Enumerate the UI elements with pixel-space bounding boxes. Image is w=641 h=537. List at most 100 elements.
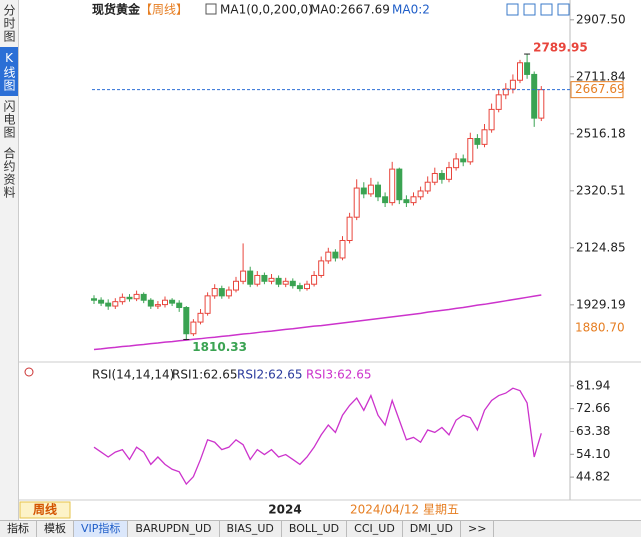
rsi-legend: RSI1:62.65 (172, 368, 238, 382)
period: 【周线】 (140, 3, 188, 17)
side-tab[interactable]: 分时图 (2, 4, 16, 43)
tab[interactable]: >> (461, 521, 495, 537)
ma-line (93, 294, 542, 351)
candle-body (296, 285, 303, 290)
candle-body (410, 196, 417, 204)
rsi-line (93, 387, 542, 486)
candle-body (339, 239, 346, 259)
tab[interactable]: BIAS_UD (220, 521, 282, 537)
tab-bar: 指标 模板 VIP指标 BARUPDN_UD BIAS_UD BOLL_UD CCI_UD D… (0, 520, 641, 537)
year-label: 2024 (268, 503, 301, 517)
candle-body (538, 89, 545, 119)
candle-body (112, 301, 119, 307)
toolbar[interactable] (506, 3, 570, 16)
candle-body (325, 251, 332, 262)
low-label: 1810.33 (192, 340, 247, 354)
candle-body (268, 277, 275, 282)
candle-body (282, 280, 289, 285)
candle-body (105, 302, 112, 307)
candle-body (119, 296, 126, 303)
y-tick-label: 54.10 (576, 447, 610, 461)
y-tick-label: 63.38 (576, 424, 610, 438)
tool-icon[interactable] (506, 3, 519, 16)
ma-icon (205, 3, 217, 15)
high-label: 2789.95 (533, 41, 588, 55)
candle-body (275, 277, 282, 285)
candle-body (304, 283, 310, 290)
tab[interactable]: 指标 (0, 521, 37, 537)
candle-body (169, 299, 176, 304)
candle-body (367, 184, 374, 195)
rsi-legend: RSI3:62.65 (306, 368, 372, 382)
rsi-icon (24, 367, 34, 377)
candle-body (261, 274, 268, 282)
tab[interactable]: VIP指标 (74, 521, 129, 537)
y-tick-label: 2711.84 (576, 69, 626, 83)
candle-body (353, 187, 360, 218)
candle-body (389, 168, 396, 204)
side-tab[interactable]: 闪电图 (2, 100, 16, 139)
side-tab[interactable]: K线图 (0, 47, 18, 96)
y-tick-label: 44.82 (576, 470, 610, 484)
candle-body (509, 79, 516, 90)
candle-body (481, 129, 488, 145)
candle-body (311, 274, 318, 285)
tab[interactable]: BOLL_UD (282, 521, 348, 537)
tool-icon[interactable] (540, 3, 553, 16)
tab[interactable]: DMI_UD (403, 521, 462, 537)
candle-body (211, 288, 218, 297)
candle-body (517, 62, 523, 81)
last-price-label: 2667.69 (575, 82, 625, 96)
tool-icon[interactable] (523, 3, 536, 16)
candle-body (502, 88, 509, 96)
candle-body (382, 196, 389, 204)
candle-body (431, 172, 438, 183)
period-tag[interactable]: 周线 (33, 502, 57, 517)
candle-body (176, 302, 183, 309)
candle-body (403, 199, 410, 204)
candle-body (154, 304, 161, 307)
candle-body (91, 298, 97, 301)
cursor-date: 2024/04/12 星期五 (350, 503, 459, 517)
candle-body (225, 289, 232, 297)
ma-value: MA0:2667.69 (310, 3, 390, 17)
tool-icon[interactable] (557, 3, 570, 16)
candle-body (453, 158, 460, 169)
candle-body (183, 307, 190, 335)
candle-body (240, 270, 247, 282)
candle-body (460, 158, 467, 163)
last-price-box (570, 81, 624, 99)
tab[interactable]: BARUPDN_UD (128, 521, 220, 537)
candle-body (424, 181, 431, 192)
period-tag-box[interactable] (19, 501, 71, 519)
candle-body (218, 288, 225, 297)
candle-body (289, 280, 296, 287)
candle-body (524, 62, 531, 75)
rsi-legend: RSI2:62.65 (237, 368, 303, 382)
y-tick-label: 2907.50 (576, 12, 626, 26)
candle-body (133, 293, 140, 300)
tab[interactable]: 模板 (37, 521, 74, 537)
ma-extra: MA0:2 (392, 3, 430, 17)
symbol: 现货黄金 (92, 2, 141, 17)
candle-body (531, 73, 538, 119)
candle-body (98, 299, 105, 304)
candle-body (467, 138, 474, 163)
candle-body (474, 138, 481, 145)
chart: 现货黄金 【周线】 MA1(0,0,200,0) MA0:2667.69 MA0… (18, 0, 641, 519)
candle-body (438, 172, 445, 180)
candle-body (197, 312, 204, 323)
rsi-title: RSI(14,14,14) (92, 368, 174, 382)
tab[interactable]: CCI_UD (347, 521, 403, 537)
candle-body (190, 321, 197, 335)
candle-body (417, 190, 424, 198)
candle-body (488, 108, 495, 131)
candle-body (495, 94, 502, 110)
ma-params: MA1(0,0,200,0) (220, 3, 313, 17)
candle-body (162, 299, 168, 306)
ma-label: 1880.70 (575, 321, 625, 335)
side-tab[interactable]: 合约资料 (2, 147, 16, 199)
y-tick-label: 81.94 (576, 378, 610, 392)
candle-body (254, 274, 261, 285)
